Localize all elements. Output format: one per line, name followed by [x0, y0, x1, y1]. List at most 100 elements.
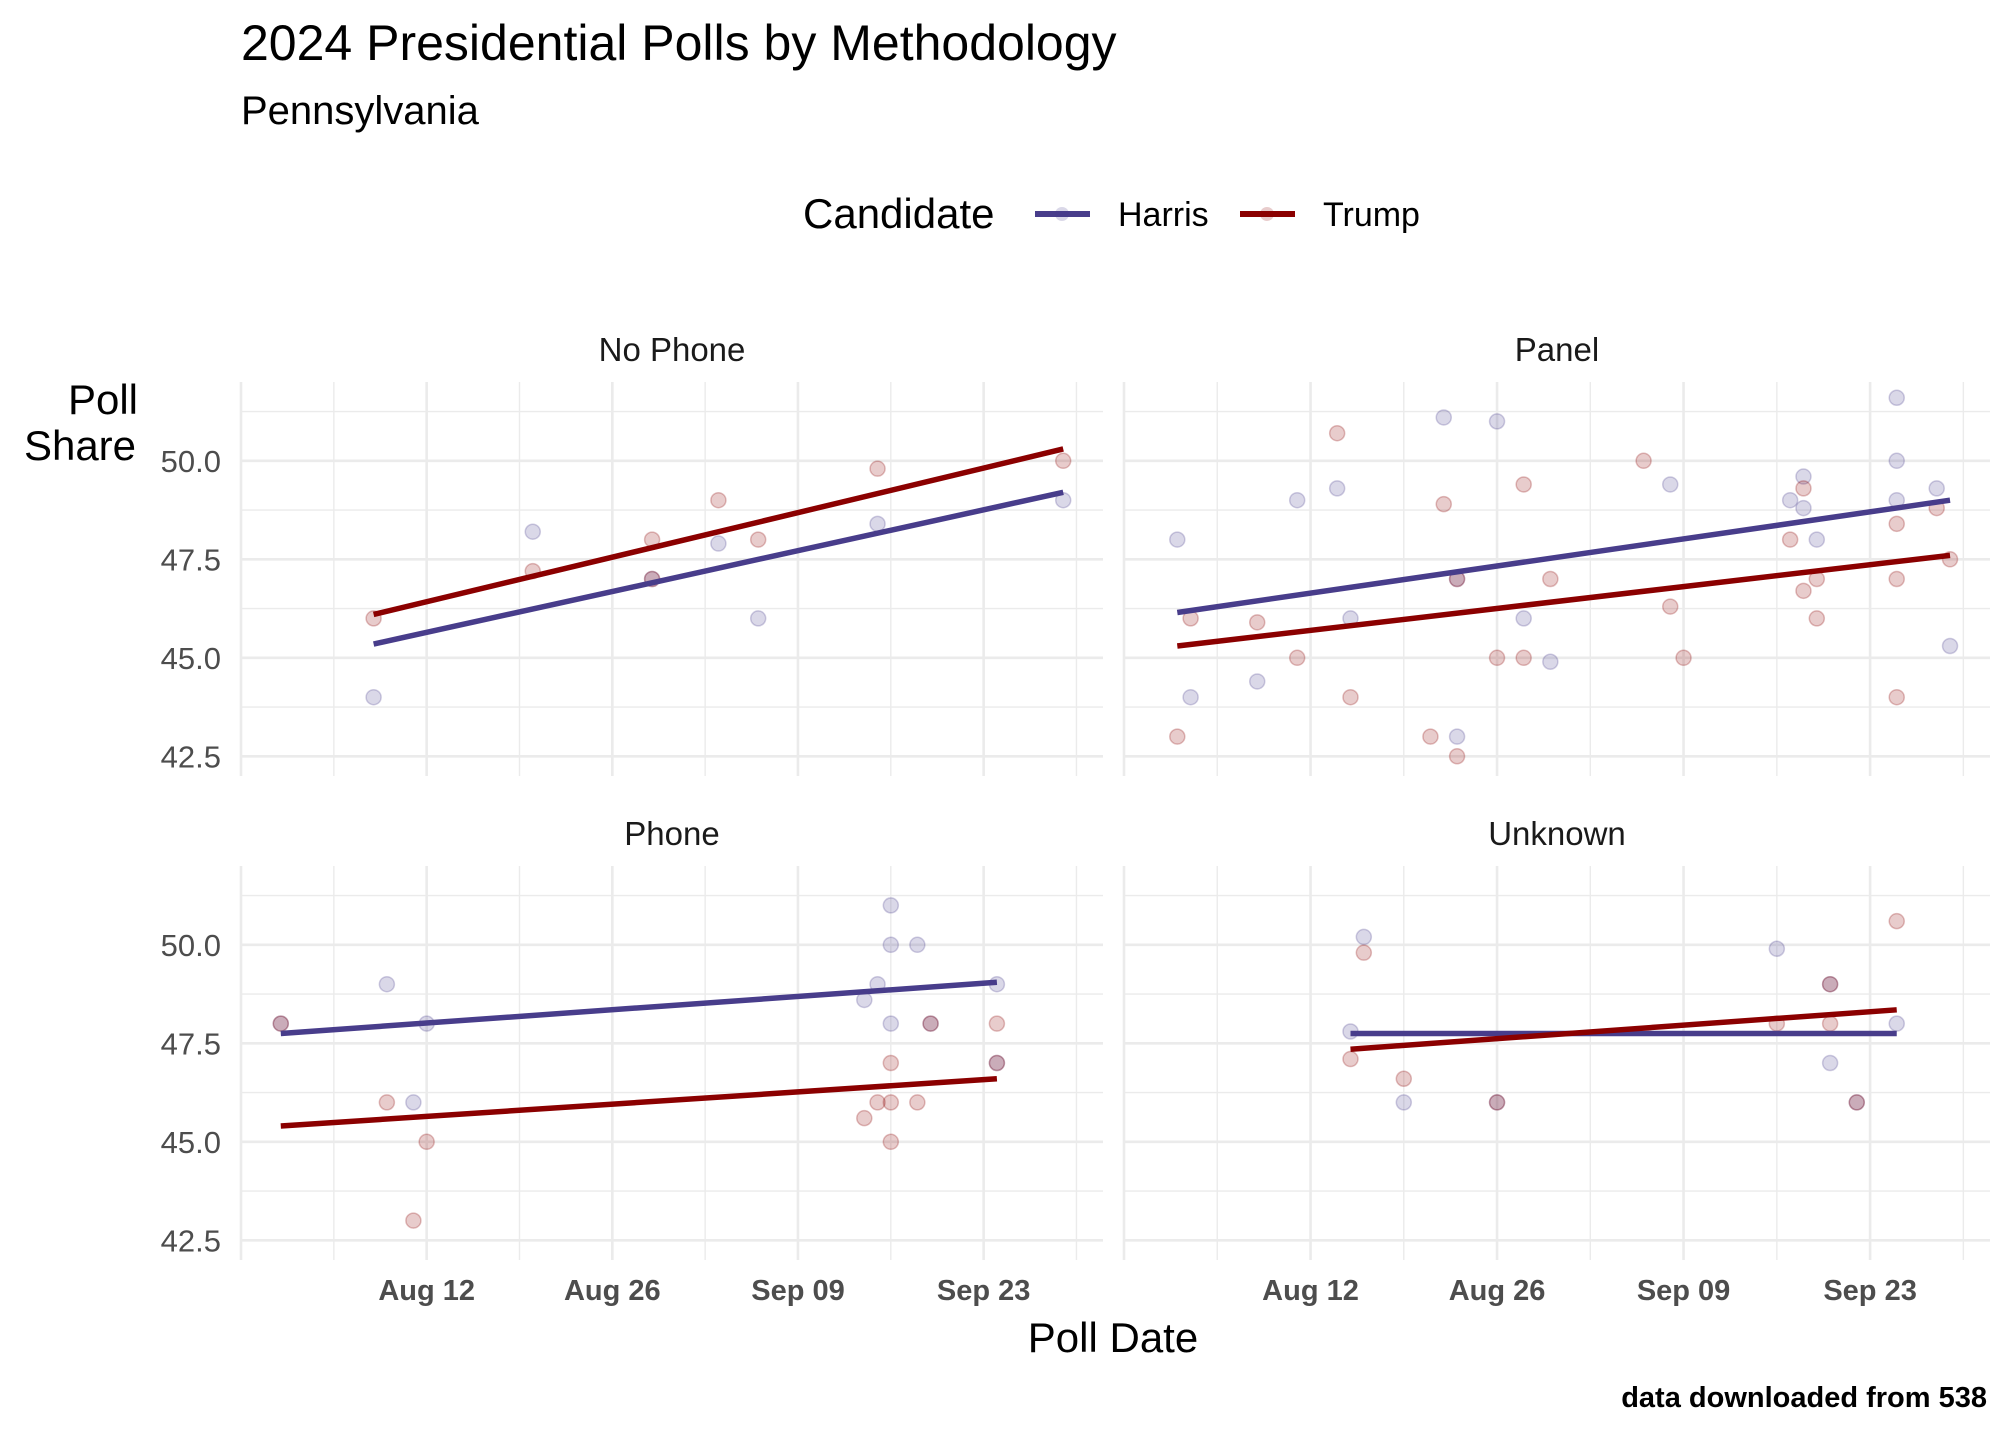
y-tick-label: 50.0: [161, 928, 221, 963]
y-tick-label: 50.0: [161, 444, 221, 479]
data-point-trump: [882, 1094, 900, 1111]
data-point-harris: [378, 975, 396, 993]
data-point-harris: [1928, 480, 1945, 497]
legend-label-trump: Trump: [1323, 196, 1420, 234]
legend-key-harris-point: [1055, 207, 1069, 221]
trend-line-harris: [373, 489, 1064, 647]
panel-unknown: Unknown Aug 12 Aug 26 Sep 09 Sep 23: [1122, 815, 1990, 1307]
data-point-harris: [1488, 413, 1506, 430]
data-point-harris: [1768, 940, 1786, 957]
data-point-harris: [1941, 637, 1959, 655]
data-point-trump: [1888, 515, 1905, 533]
trend-line-trump: [1176, 552, 1951, 649]
data-point-harris: [922, 1015, 939, 1032]
data-point-trump: [1795, 582, 1812, 600]
data-point-trump: [1661, 598, 1679, 615]
data-point-harris: [1661, 476, 1679, 493]
data-point-harris: [1328, 480, 1346, 497]
x-tick-label: Sep 23: [1823, 1275, 1917, 1307]
data-point-harris: [869, 515, 886, 533]
x-tick-label: Sep 09: [1637, 1275, 1731, 1307]
facet-label: No Phone: [599, 331, 746, 368]
data-point-harris: [1515, 610, 1532, 627]
x-tick-label: Sep 09: [751, 1275, 845, 1307]
trend-line-harris: [1176, 497, 1951, 616]
trend-line-trump: [372, 446, 1064, 618]
data-point-harris: [1355, 928, 1373, 946]
trend-line-trump: [280, 1076, 998, 1129]
data-point-harris: [1488, 1094, 1506, 1111]
data-point-harris: [1888, 389, 1905, 407]
data-point-trump: [856, 1109, 873, 1127]
data-point-trump: [1821, 1015, 1839, 1032]
data-point-trump: [1821, 975, 1839, 993]
data-point-harris: [1182, 688, 1199, 706]
data-point-trump: [1422, 728, 1439, 745]
facet-label: Unknown: [1488, 815, 1626, 852]
legend-key-trump-point: [1260, 207, 1274, 221]
data-point-harris: [1435, 409, 1453, 426]
data-point-trump: [1288, 649, 1306, 667]
data-point-trump: [909, 1094, 926, 1111]
legend-label-harris: Harris: [1118, 196, 1209, 234]
data-point-trump: [1888, 688, 1905, 706]
panel-phone: Phone 42.5 45.0 47.5 50.0 Aug 12 Aug 26 Sep 09 S…: [161, 815, 1103, 1307]
data-point-harris: [1781, 491, 1799, 509]
legend-title: Candidate: [803, 190, 994, 237]
data-point-trump: [1248, 614, 1266, 631]
data-point-harris: [909, 936, 926, 954]
data-point-trump: [1515, 649, 1532, 667]
data-point-harris: [1288, 491, 1306, 509]
data-point-trump: [1488, 1094, 1506, 1111]
data-point-harris: [1395, 1094, 1413, 1111]
chart-subtitle: Pennsylvania: [241, 89, 480, 133]
data-point-trump: [1888, 570, 1905, 588]
x-tick-label: Aug 26: [1449, 1275, 1546, 1307]
data-point-trump: [1448, 748, 1466, 765]
y-tick-label: 45.0: [161, 1125, 221, 1160]
data-point-trump: [1395, 1070, 1413, 1088]
y-axis-label-line2: Share: [24, 422, 136, 469]
data-point-harris: [1808, 531, 1826, 548]
x-tick-label: Aug 12: [378, 1275, 475, 1307]
data-point-trump: [1342, 688, 1359, 706]
data-point-harris: [882, 897, 900, 914]
data-point-harris: [710, 535, 727, 552]
data-point-trump: [272, 1015, 290, 1032]
x-tick-label: Sep 23: [937, 1275, 1031, 1307]
data-point-trump: [1328, 424, 1346, 442]
data-point-trump: [882, 1054, 900, 1072]
data-point-harris: [1448, 728, 1466, 745]
data-point-harris: [524, 523, 542, 540]
data-point-harris: [1821, 1054, 1839, 1072]
data-point-trump: [922, 1015, 939, 1032]
chart-title: 2024 Presidential Polls by Methodology: [241, 15, 1117, 71]
data-point-harris: [1795, 468, 1812, 485]
data-point-trump: [882, 1133, 900, 1151]
data-point-harris: [988, 1054, 1006, 1072]
trend-line-trump: [1350, 1007, 1897, 1052]
data-point-harris: [1888, 1015, 1905, 1032]
y-tick-label: 42.5: [161, 739, 221, 774]
data-point-trump: [1635, 452, 1652, 470]
data-point-trump: [1355, 944, 1373, 961]
data-point-harris: [1888, 452, 1905, 470]
caption: data downloaded from 538: [1621, 1382, 1987, 1414]
data-point-trump: [378, 1094, 396, 1111]
data-point-trump: [1888, 912, 1905, 930]
data-point-harris: [882, 1015, 900, 1032]
data-point-trump: [1342, 1050, 1359, 1068]
data-point-trump: [869, 460, 886, 477]
data-point-trump: [418, 1133, 435, 1151]
data-point-harris: [1248, 673, 1266, 690]
data-point-trump: [1795, 480, 1812, 497]
y-tick-label: 47.5: [161, 1026, 221, 1061]
legend: Candidate Harris Trump: [803, 190, 1420, 237]
data-point-trump: [988, 1054, 1006, 1072]
data-point-trump: [1542, 570, 1559, 588]
y-tick-label: 47.5: [161, 542, 221, 577]
y-tick-label: 45.0: [161, 641, 221, 676]
data-point-trump: [869, 1094, 886, 1111]
data-point-trump: [1435, 495, 1453, 513]
